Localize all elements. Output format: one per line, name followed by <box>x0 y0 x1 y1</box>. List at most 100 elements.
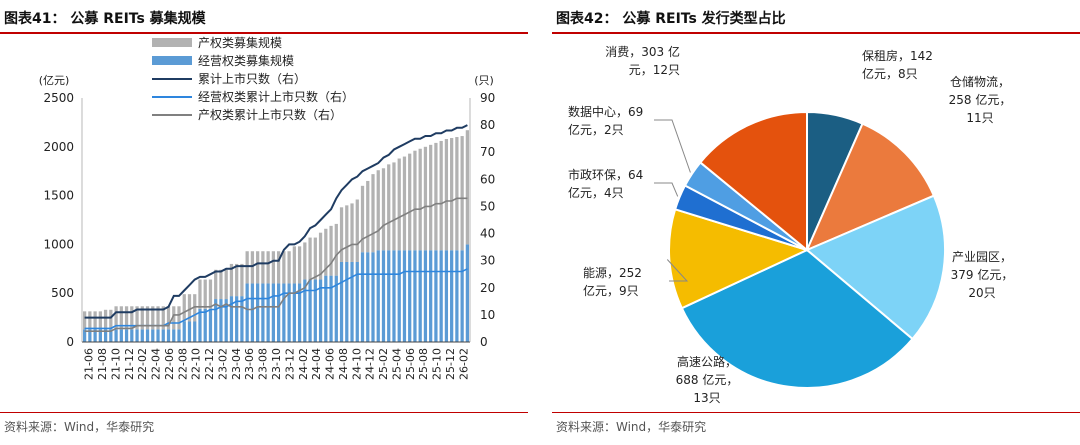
y-right-unit: (只) <box>474 74 494 87</box>
property-bar <box>208 279 213 309</box>
operating-bar <box>402 250 407 342</box>
property-bar <box>166 306 171 330</box>
operating-bar <box>114 329 118 342</box>
right-chart-panel: 图表42： 公募 REITs 发行类型占比 保租房，142 亿元，8只 仓储物流， 2… <box>552 0 1080 445</box>
operating-bar <box>156 329 160 342</box>
x-tick-label: 23-12 <box>283 348 296 380</box>
x-tick-label: 22-06 <box>163 348 176 380</box>
x-tick-label: 23-04 <box>230 348 243 380</box>
operating-bar <box>465 244 470 342</box>
y-right-tick-label: 50 <box>480 199 495 213</box>
legend-label: 累计上市只数（右） <box>198 71 306 86</box>
property-bar <box>198 279 202 309</box>
property-bar <box>334 223 338 276</box>
x-tick-label: 24-12 <box>364 348 377 380</box>
operating-bar <box>329 275 333 342</box>
operating-bar <box>145 329 150 342</box>
property-bar <box>156 306 160 330</box>
property-bar <box>271 251 276 284</box>
property-bar <box>214 269 218 300</box>
y-left-tick-label: 1500 <box>43 189 74 203</box>
x-tick-label: 25-04 <box>390 348 403 380</box>
fundraising-scale-chart: 0 500 1000 1500 2000 2500 0 10 20 30 40 50 60 70 80 90 (… <box>39 35 496 380</box>
operating-bar <box>376 250 380 342</box>
operating-bar <box>282 283 286 342</box>
property-bar <box>266 251 270 284</box>
property-bar <box>172 306 176 330</box>
pie-label: 市政环保，64 亿元，4只 <box>568 167 643 200</box>
operating-bar <box>140 329 144 342</box>
x-tick-label: 21-06 <box>83 348 96 380</box>
operating-bar <box>235 296 239 342</box>
y-left-tick-label: 1000 <box>43 237 74 251</box>
operating-bar <box>297 283 302 342</box>
operating-bar <box>187 321 192 342</box>
property-bar <box>151 306 155 330</box>
operating-bar <box>119 329 123 342</box>
operating-bar <box>203 308 207 342</box>
legend-label: 产权类累计上市只数（右） <box>198 107 342 122</box>
x-tick-label: 21-12 <box>123 348 136 380</box>
property-bar <box>434 142 438 251</box>
operating-bar <box>408 250 412 342</box>
property-bar <box>114 306 118 330</box>
operating-bar <box>444 250 449 342</box>
property-bar <box>355 199 359 262</box>
property-bar <box>103 309 108 330</box>
property-bar <box>360 185 365 253</box>
property-bar <box>450 138 454 251</box>
operating-bar <box>387 250 391 342</box>
operating-bar <box>224 299 228 342</box>
x-tick-label: 25-12 <box>444 348 457 380</box>
y-left-tick-label: 0 <box>66 335 74 349</box>
left-chart-title: 图表41： 公募 REITs 募集规模 <box>4 11 206 27</box>
pie-label: 消费，303 亿元，12只 <box>605 44 680 77</box>
property-bar <box>109 309 113 330</box>
property-bar <box>324 228 328 276</box>
property-bar <box>423 146 428 251</box>
x-tick-label: 22-02 <box>136 348 149 380</box>
operating-bar <box>250 283 255 342</box>
left-source: 资料来源：Wind，华泰研究 <box>4 420 155 434</box>
legend-label: 经营权类募集规模 <box>198 53 294 68</box>
property-bar <box>313 237 317 280</box>
property-bar <box>256 251 260 284</box>
operating-bar <box>450 250 454 342</box>
y-right-tick-label: 20 <box>480 281 495 295</box>
x-tick-label: 23-10 <box>270 348 283 380</box>
property-bar <box>119 306 123 330</box>
leader-line <box>666 259 689 282</box>
operating-bar <box>308 279 312 342</box>
operating-bar <box>418 250 422 342</box>
operating-bar <box>392 250 396 342</box>
operating-bar <box>276 283 281 342</box>
property-bar <box>465 130 470 245</box>
pie-label: 数据中心，69 亿元，2只 <box>568 104 643 137</box>
operating-bar <box>318 279 323 342</box>
y-left-tick-label: 2500 <box>43 91 74 105</box>
x-tick-label: 25-02 <box>377 348 390 380</box>
leader-line <box>654 119 691 173</box>
operating-bar <box>245 283 249 342</box>
y-left-tick-label: 500 <box>51 286 74 300</box>
property-bar <box>387 164 391 251</box>
operating-bar <box>103 329 108 342</box>
x-tick-label: 24-10 <box>350 348 363 380</box>
property-bar <box>93 311 97 330</box>
left-title-rule <box>0 32 528 34</box>
y-right-tick-label: 30 <box>480 254 495 268</box>
operating-bar <box>429 250 433 342</box>
property-bar <box>292 246 296 284</box>
left-source-rule <box>0 412 528 413</box>
property-bar <box>303 242 307 280</box>
right-source: 资料来源：Wind，华泰研究 <box>556 420 707 434</box>
y-left-tick-label: 2000 <box>43 140 74 154</box>
property-bar <box>418 148 422 251</box>
property-bar <box>135 306 139 330</box>
pie-label: 高速公路， 688 亿元， 13只 <box>676 354 739 405</box>
legend-swatch <box>152 38 192 47</box>
operating-bar <box>371 252 375 342</box>
pie-label: 能源，252 亿元，9只 <box>583 266 642 298</box>
x-tick-label: 22-04 <box>150 348 163 380</box>
leader-line <box>654 182 679 197</box>
